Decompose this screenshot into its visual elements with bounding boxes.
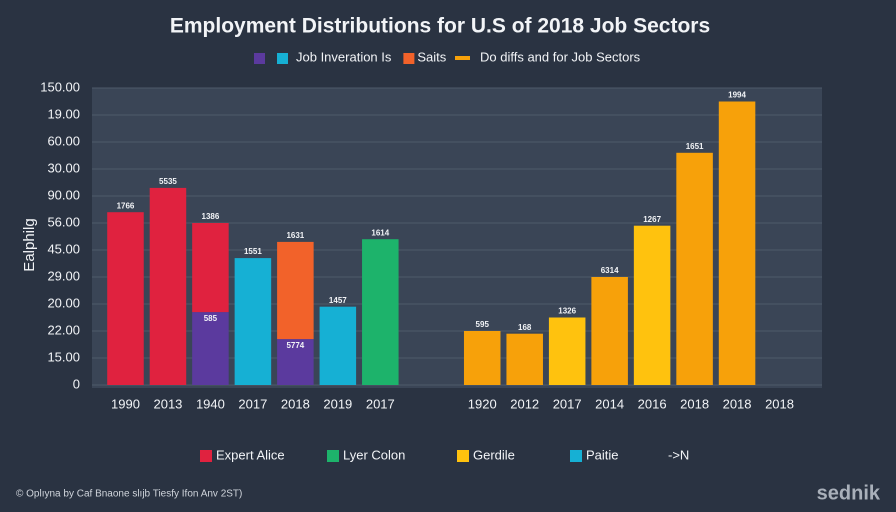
x-tick-label: 2018: [680, 396, 709, 411]
value-label: 1326: [558, 307, 576, 316]
bar-segment: [149, 187, 187, 385]
bar-segment: [192, 223, 229, 313]
x-tick-label: 2014: [595, 396, 624, 411]
bar-segment: [676, 152, 713, 385]
y-tick-label: 19.00: [47, 106, 80, 121]
legend-swatch-extra: [277, 53, 288, 64]
legend-swatch: [457, 450, 469, 462]
bar-segment: [718, 101, 756, 385]
value-label: 1267: [643, 215, 661, 224]
bar-segment: [362, 239, 399, 385]
value-label: 5535: [159, 177, 177, 186]
footer: © Oplıyna by Caf Bnaone slıjb Tiesfy Ifo…: [16, 489, 242, 500]
legend-label: Saits: [417, 49, 446, 64]
y-tick-label: 150.00: [40, 79, 80, 94]
watermark: sednik: [817, 482, 881, 504]
bar-segment: [192, 312, 229, 385]
x-tick-label: 2017: [366, 396, 395, 411]
value-label: 1457: [329, 296, 347, 305]
bar-segment: [463, 331, 501, 385]
chart-title: Employment Distributions for U.S of 2018…: [170, 15, 710, 38]
y-tick-label: 0: [73, 376, 80, 391]
value-label: 1551: [244, 247, 262, 256]
x-tick-label: 2019: [323, 396, 352, 411]
legend-swatch: [200, 450, 212, 462]
legend-note: ->N: [668, 447, 689, 462]
y-tick-label: 20.00: [47, 295, 80, 310]
bar-segment: [234, 258, 272, 385]
y-tick-label: 90.00: [47, 187, 80, 202]
bar-segment: [506, 333, 543, 385]
value-label: 5774: [286, 341, 304, 350]
bar-segment: [633, 225, 671, 385]
y-tick-label: 15.00: [47, 349, 80, 364]
x-tick-label: 2017: [238, 396, 267, 411]
value-label: 1766: [117, 201, 135, 210]
legend-label: Lyer Colon: [343, 447, 405, 462]
x-tick-label: 2018: [723, 396, 752, 411]
legend-label: Gerdile: [473, 447, 515, 462]
x-tick-label: 2017: [553, 396, 582, 411]
x-tick-label: 2018: [765, 396, 794, 411]
legend-swatch: [403, 53, 415, 64]
x-tick-label: 2018: [281, 396, 310, 411]
value-label: 1651: [686, 142, 704, 151]
value-label: 1631: [286, 231, 304, 240]
value-label: 1614: [371, 228, 389, 237]
y-tick-label: 22.00: [47, 322, 80, 337]
bar-segment: [277, 339, 314, 385]
bar-segment: [107, 212, 144, 385]
x-tick-label: 1920: [468, 396, 497, 411]
y-tick-label: 56.00: [47, 214, 80, 229]
value-label: 168: [518, 323, 532, 332]
legend-swatch: [327, 450, 339, 462]
y-axis-title: Ealphilg: [21, 218, 38, 271]
legend-note: Do diffs and for Job Sectors: [480, 49, 641, 64]
x-tick-label: 2013: [153, 396, 182, 411]
y-tick-label: 29.00: [47, 268, 80, 283]
y-tick-label: 45.00: [47, 241, 80, 256]
x-tick-label: 2012: [510, 396, 539, 411]
bar-segment: [548, 317, 586, 385]
bar-segment: [319, 306, 357, 385]
x-tick-label: 2016: [638, 396, 667, 411]
x-tick-label: 1990: [111, 396, 140, 411]
legend-swatch: [570, 450, 582, 462]
value-label: 1386: [202, 212, 220, 221]
legend-label: Paitie: [586, 447, 619, 462]
legend-label: Expert Alice: [216, 447, 285, 462]
value-label: 6314: [601, 266, 619, 275]
value-label: 585: [204, 314, 218, 323]
x-tick-label: 1940: [196, 396, 225, 411]
value-label: 595: [476, 320, 490, 329]
legend-label: Job Inveration Is: [296, 49, 392, 64]
value-label: 1994: [728, 91, 746, 100]
bar-segment: [277, 241, 314, 340]
y-tick-label: 30.00: [47, 160, 80, 175]
legend-swatch: [254, 53, 265, 64]
y-tick-label: 60.00: [47, 133, 80, 148]
bar-segment: [591, 277, 628, 385]
